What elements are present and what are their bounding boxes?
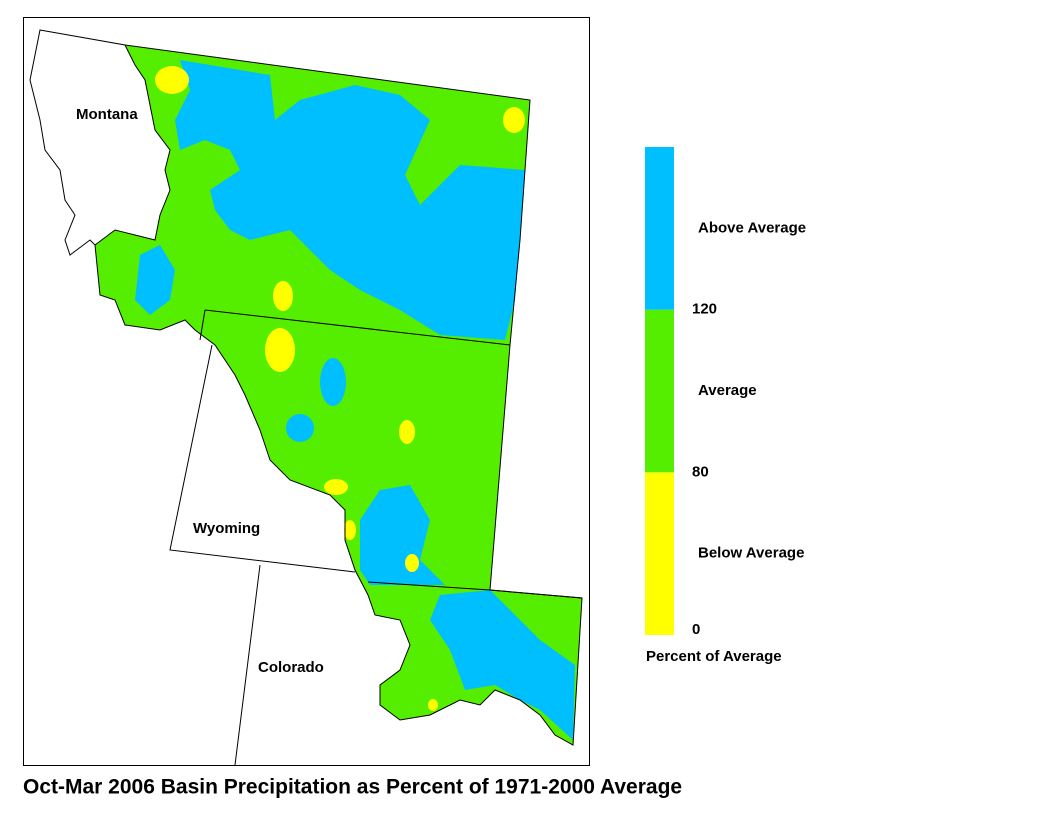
basin-border: [94, 44, 583, 746]
legend-tick-label: 120: [692, 301, 717, 318]
legend-swatch: [645, 472, 674, 635]
legend-label: Average: [698, 382, 757, 399]
state-label: Wyoming: [193, 520, 260, 537]
below-average-area: [399, 420, 415, 444]
above-average-area: [360, 485, 445, 585]
legend-title: Percent of Average: [646, 648, 782, 665]
below-average-area: [428, 699, 438, 711]
below-average-area: [405, 554, 419, 572]
legend-swatch: [645, 309, 674, 473]
below-average-area: [344, 520, 356, 540]
state-label: Colorado: [258, 659, 324, 676]
legend-tick-label: 0: [692, 621, 700, 638]
below-average-area: [155, 66, 189, 94]
above-average-area: [430, 590, 575, 740]
legend-tick-label: 80: [692, 463, 709, 480]
legend-label: Above Average: [698, 219, 806, 236]
montana-border: [29, 29, 171, 256]
wyoming-border: [169, 309, 511, 591]
above-average-area: [175, 60, 525, 340]
above-average-area: [320, 358, 346, 406]
map-title: Oct-Mar 2006 Basin Precipitation as Perc…: [23, 776, 682, 799]
below-average-area: [273, 281, 293, 311]
below-average-area: [324, 479, 348, 495]
below-average-area: [503, 107, 525, 133]
precip-fills: [95, 45, 582, 745]
above-average-area: [135, 245, 175, 315]
legend-swatch: [645, 147, 674, 310]
state-label: Montana: [76, 106, 138, 123]
above-average-area: [286, 414, 314, 442]
colorado-border: [234, 564, 583, 766]
legend-label: Below Average: [698, 545, 804, 562]
below-average-area: [265, 328, 295, 372]
